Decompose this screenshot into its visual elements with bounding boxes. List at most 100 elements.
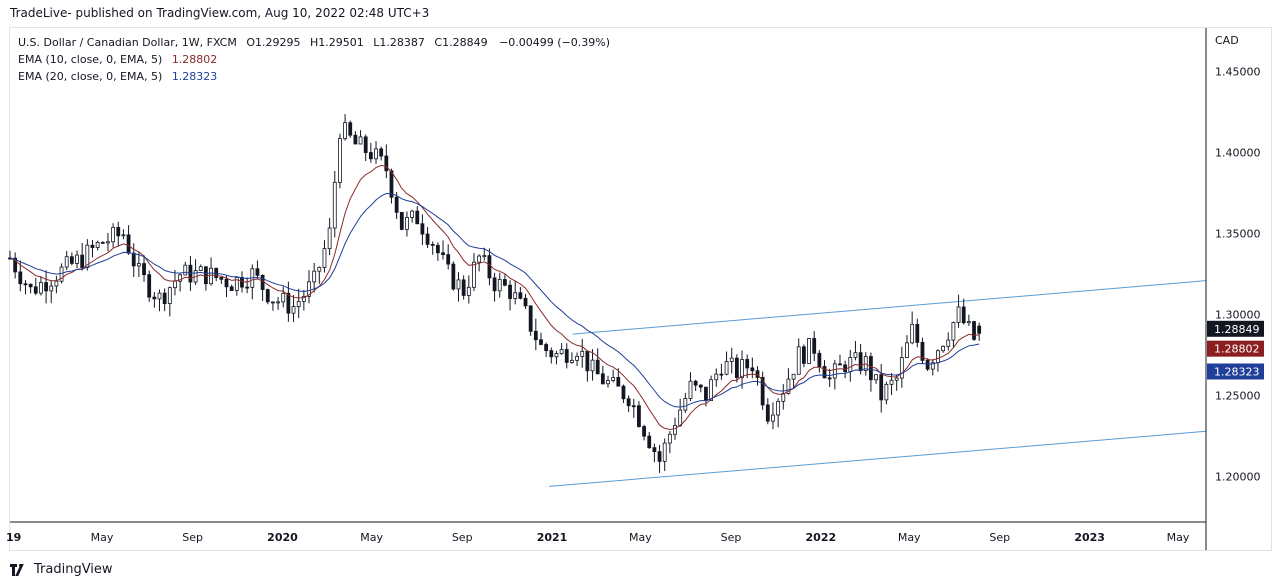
candle-body[interactable] [173, 280, 177, 289]
candle-body[interactable] [405, 217, 409, 230]
candle-body[interactable] [729, 357, 734, 362]
candle-body[interactable] [585, 350, 590, 372]
candle-body[interactable] [683, 398, 688, 411]
candle-body[interactable] [492, 277, 497, 292]
candle-body[interactable] [600, 373, 605, 385]
candle-body[interactable] [951, 322, 956, 341]
candle-body[interactable] [389, 170, 394, 198]
candle-body[interactable] [49, 285, 54, 292]
candle-body[interactable] [822, 366, 827, 379]
candle-body[interactable] [513, 292, 518, 299]
candle-body[interactable] [111, 227, 116, 243]
candle-body[interactable] [570, 359, 574, 363]
candle-body[interactable] [657, 451, 662, 462]
candle-body[interactable] [332, 181, 337, 229]
candle-body[interactable] [368, 152, 373, 160]
candle-body[interactable] [95, 241, 100, 248]
candle-body[interactable] [131, 252, 136, 267]
candle-body[interactable] [544, 344, 549, 352]
candle-body[interactable] [642, 426, 646, 437]
candle-body[interactable] [564, 349, 569, 363]
candle-body[interactable] [183, 264, 188, 276]
candle-body[interactable] [915, 323, 920, 343]
candle-body[interactable] [353, 134, 358, 145]
footer-brand[interactable]: TradingView [10, 562, 113, 577]
candle-body[interactable] [827, 377, 832, 380]
candle-body[interactable] [39, 282, 43, 294]
candle-body[interactable] [198, 266, 203, 271]
candle-body[interactable] [611, 376, 616, 381]
candle-body[interactable] [972, 321, 976, 340]
candle-body[interactable] [554, 353, 559, 358]
candle-body[interactable] [240, 277, 244, 288]
candle-body[interactable] [106, 241, 110, 244]
candle-body[interactable] [167, 287, 172, 304]
candle-body[interactable] [889, 379, 894, 385]
candle-body[interactable] [80, 254, 85, 268]
legend-ema20-row[interactable]: EMA (20, close, 0, EMA, 5) 1.28323 [18, 68, 610, 85]
candle-body[interactable] [44, 282, 48, 292]
candle-body[interactable] [626, 398, 631, 407]
candle-body[interactable] [961, 306, 966, 324]
candle-body[interactable] [714, 373, 719, 381]
candle-body[interactable] [472, 261, 476, 288]
candle-body[interactable] [771, 414, 775, 422]
candle-body[interactable] [121, 234, 126, 237]
candle-body[interactable] [709, 379, 714, 401]
candle-body[interactable] [394, 196, 399, 213]
candle-body[interactable] [224, 278, 229, 288]
candle-body[interactable] [142, 263, 146, 276]
candle-body[interactable] [678, 409, 683, 426]
candle-body[interactable] [740, 359, 744, 378]
candle-body[interactable] [152, 296, 157, 300]
candle-body[interactable] [637, 405, 641, 427]
candle-body[interactable] [760, 377, 765, 406]
candle-body[interactable] [497, 279, 502, 292]
candle-body[interactable] [853, 352, 858, 358]
candle-body[interactable] [363, 136, 368, 153]
candle-body[interactable] [374, 148, 378, 160]
candle-body[interactable] [420, 223, 425, 235]
candle-body[interactable] [765, 404, 770, 422]
ema10-line[interactable] [9, 164, 980, 431]
candle-body[interactable] [673, 425, 677, 435]
candle-body[interactable] [750, 367, 755, 372]
candle-body[interactable] [812, 338, 817, 354]
candle-body[interactable] [307, 281, 311, 297]
candle-body[interactable] [338, 138, 342, 183]
candle-body[interactable] [456, 279, 461, 290]
candle-body[interactable] [59, 266, 64, 282]
candle-body[interactable] [343, 122, 347, 139]
candle-body[interactable] [667, 433, 672, 444]
candle-body[interactable] [848, 357, 853, 373]
candle-body[interactable] [575, 356, 579, 361]
candle-body[interactable] [884, 383, 889, 401]
candle-body[interactable] [791, 373, 796, 380]
candle-body[interactable] [75, 254, 79, 264]
candle-body[interactable] [327, 227, 332, 250]
candle-body[interactable] [13, 257, 18, 273]
candle-body[interactable] [508, 284, 512, 299]
candle-body[interactable] [281, 292, 286, 303]
candle-body[interactable] [271, 301, 275, 304]
candle-body[interactable] [776, 400, 781, 416]
candle-body[interactable] [466, 286, 471, 296]
candle-body[interactable] [523, 297, 528, 307]
candle-body[interactable] [487, 255, 492, 279]
candle-body[interactable] [925, 360, 930, 370]
candle-body[interactable] [312, 270, 317, 283]
candle-body[interactable] [162, 292, 167, 304]
candle-body[interactable] [817, 352, 822, 367]
candle-body[interactable] [358, 136, 363, 145]
candle-body[interactable] [838, 363, 842, 366]
candle-body[interactable] [956, 306, 961, 323]
candle-body[interactable] [157, 292, 162, 300]
candle-body[interactable] [930, 362, 935, 370]
candle-body[interactable] [296, 301, 301, 308]
candle-body[interactable] [286, 292, 291, 314]
channel-line-upper[interactable] [572, 280, 1207, 335]
candle-body[interactable] [255, 268, 260, 276]
candle-body[interactable] [977, 325, 982, 334]
candle-body[interactable] [229, 286, 234, 291]
